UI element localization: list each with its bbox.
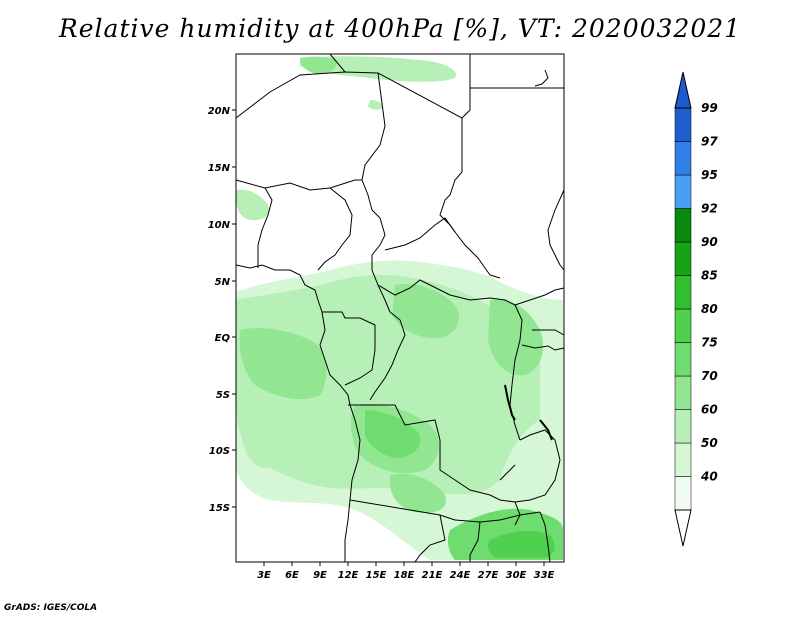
y-tick-label: 10S [209, 446, 230, 457]
colorbar-level-label: 92 [701, 202, 718, 216]
x-tick-label: 3E [257, 570, 271, 581]
colorbar-segment [674, 275, 692, 310]
country-borders [235, 53, 565, 563]
x-tick-label: 21E [422, 570, 443, 581]
colorbar-segment [674, 107, 692, 142]
colorbar-labels: 99 97 95 92 90 85 80 75 70 60 50 40 [700, 101, 718, 484]
y-tick-label: 15S [209, 503, 230, 514]
colorbar-segment [674, 442, 692, 477]
y-tick-label: 20N [208, 106, 231, 117]
colorbar-level-label: 75 [701, 336, 718, 350]
colorbar-segment [674, 241, 692, 276]
humidity-field [236, 56, 563, 560]
y-tick-label: 5N [215, 277, 231, 288]
colorbar-top-arrow [674, 71, 692, 109]
colorbar-level-label: 40 [700, 470, 718, 484]
colorbar-segment [674, 208, 692, 243]
colorbar-bottom-arrow [674, 509, 692, 547]
x-tick-label: 9E [313, 570, 327, 581]
colorbar-level-label: 85 [701, 269, 718, 283]
colorbar-level-label: 80 [701, 302, 718, 316]
x-tick-label: 12E [338, 570, 359, 581]
colorbar-level-label: 90 [701, 235, 718, 249]
x-axis [263, 562, 545, 566]
x-tick-label: 15E [366, 570, 387, 581]
colorbar-level-label: 60 [701, 403, 718, 417]
y-tick-label: EQ [215, 333, 231, 344]
colorbar-segment [674, 342, 692, 377]
x-tick-labels: 3E 6E 9E 12E 15E 18E 21E 24E 27E 30E 33E [257, 570, 554, 581]
colorbar-level-label: 50 [701, 436, 718, 450]
colorbar-segment [674, 409, 692, 444]
x-tick-label: 24E [450, 570, 471, 581]
map-frame [235, 53, 565, 563]
colorbar-segment [674, 308, 692, 343]
x-tick-label: 27E [478, 570, 499, 581]
colorbar-level-label: 95 [701, 168, 718, 182]
y-tick-labels: 20N 15N 10N 5N EQ 5S 10S 15S [208, 106, 231, 514]
x-tick-label: 30E [506, 570, 527, 581]
y-tick-label: 15N [208, 163, 231, 174]
colorbar-level-label: 70 [701, 369, 718, 383]
colorbar-level-label: 97 [701, 135, 718, 149]
y-axis [232, 109, 236, 508]
colorbar [674, 71, 692, 547]
colorbar-segment [674, 476, 692, 511]
map-title: Relative humidity at 400hPa [%], VT: 202… [58, 14, 742, 43]
colorbar-segment [674, 375, 692, 410]
colorbar-segment [674, 174, 692, 209]
colorbar-level-label: 99 [701, 101, 718, 115]
y-tick-label: 10N [208, 220, 231, 231]
x-tick-label: 33E [534, 570, 555, 581]
x-tick-label: 18E [394, 570, 415, 581]
x-tick-label: 6E [285, 570, 299, 581]
grads-credit: GrADS: IGES/COLA [4, 603, 98, 613]
colorbar-segment [674, 141, 692, 176]
y-tick-label: 5S [216, 390, 230, 401]
